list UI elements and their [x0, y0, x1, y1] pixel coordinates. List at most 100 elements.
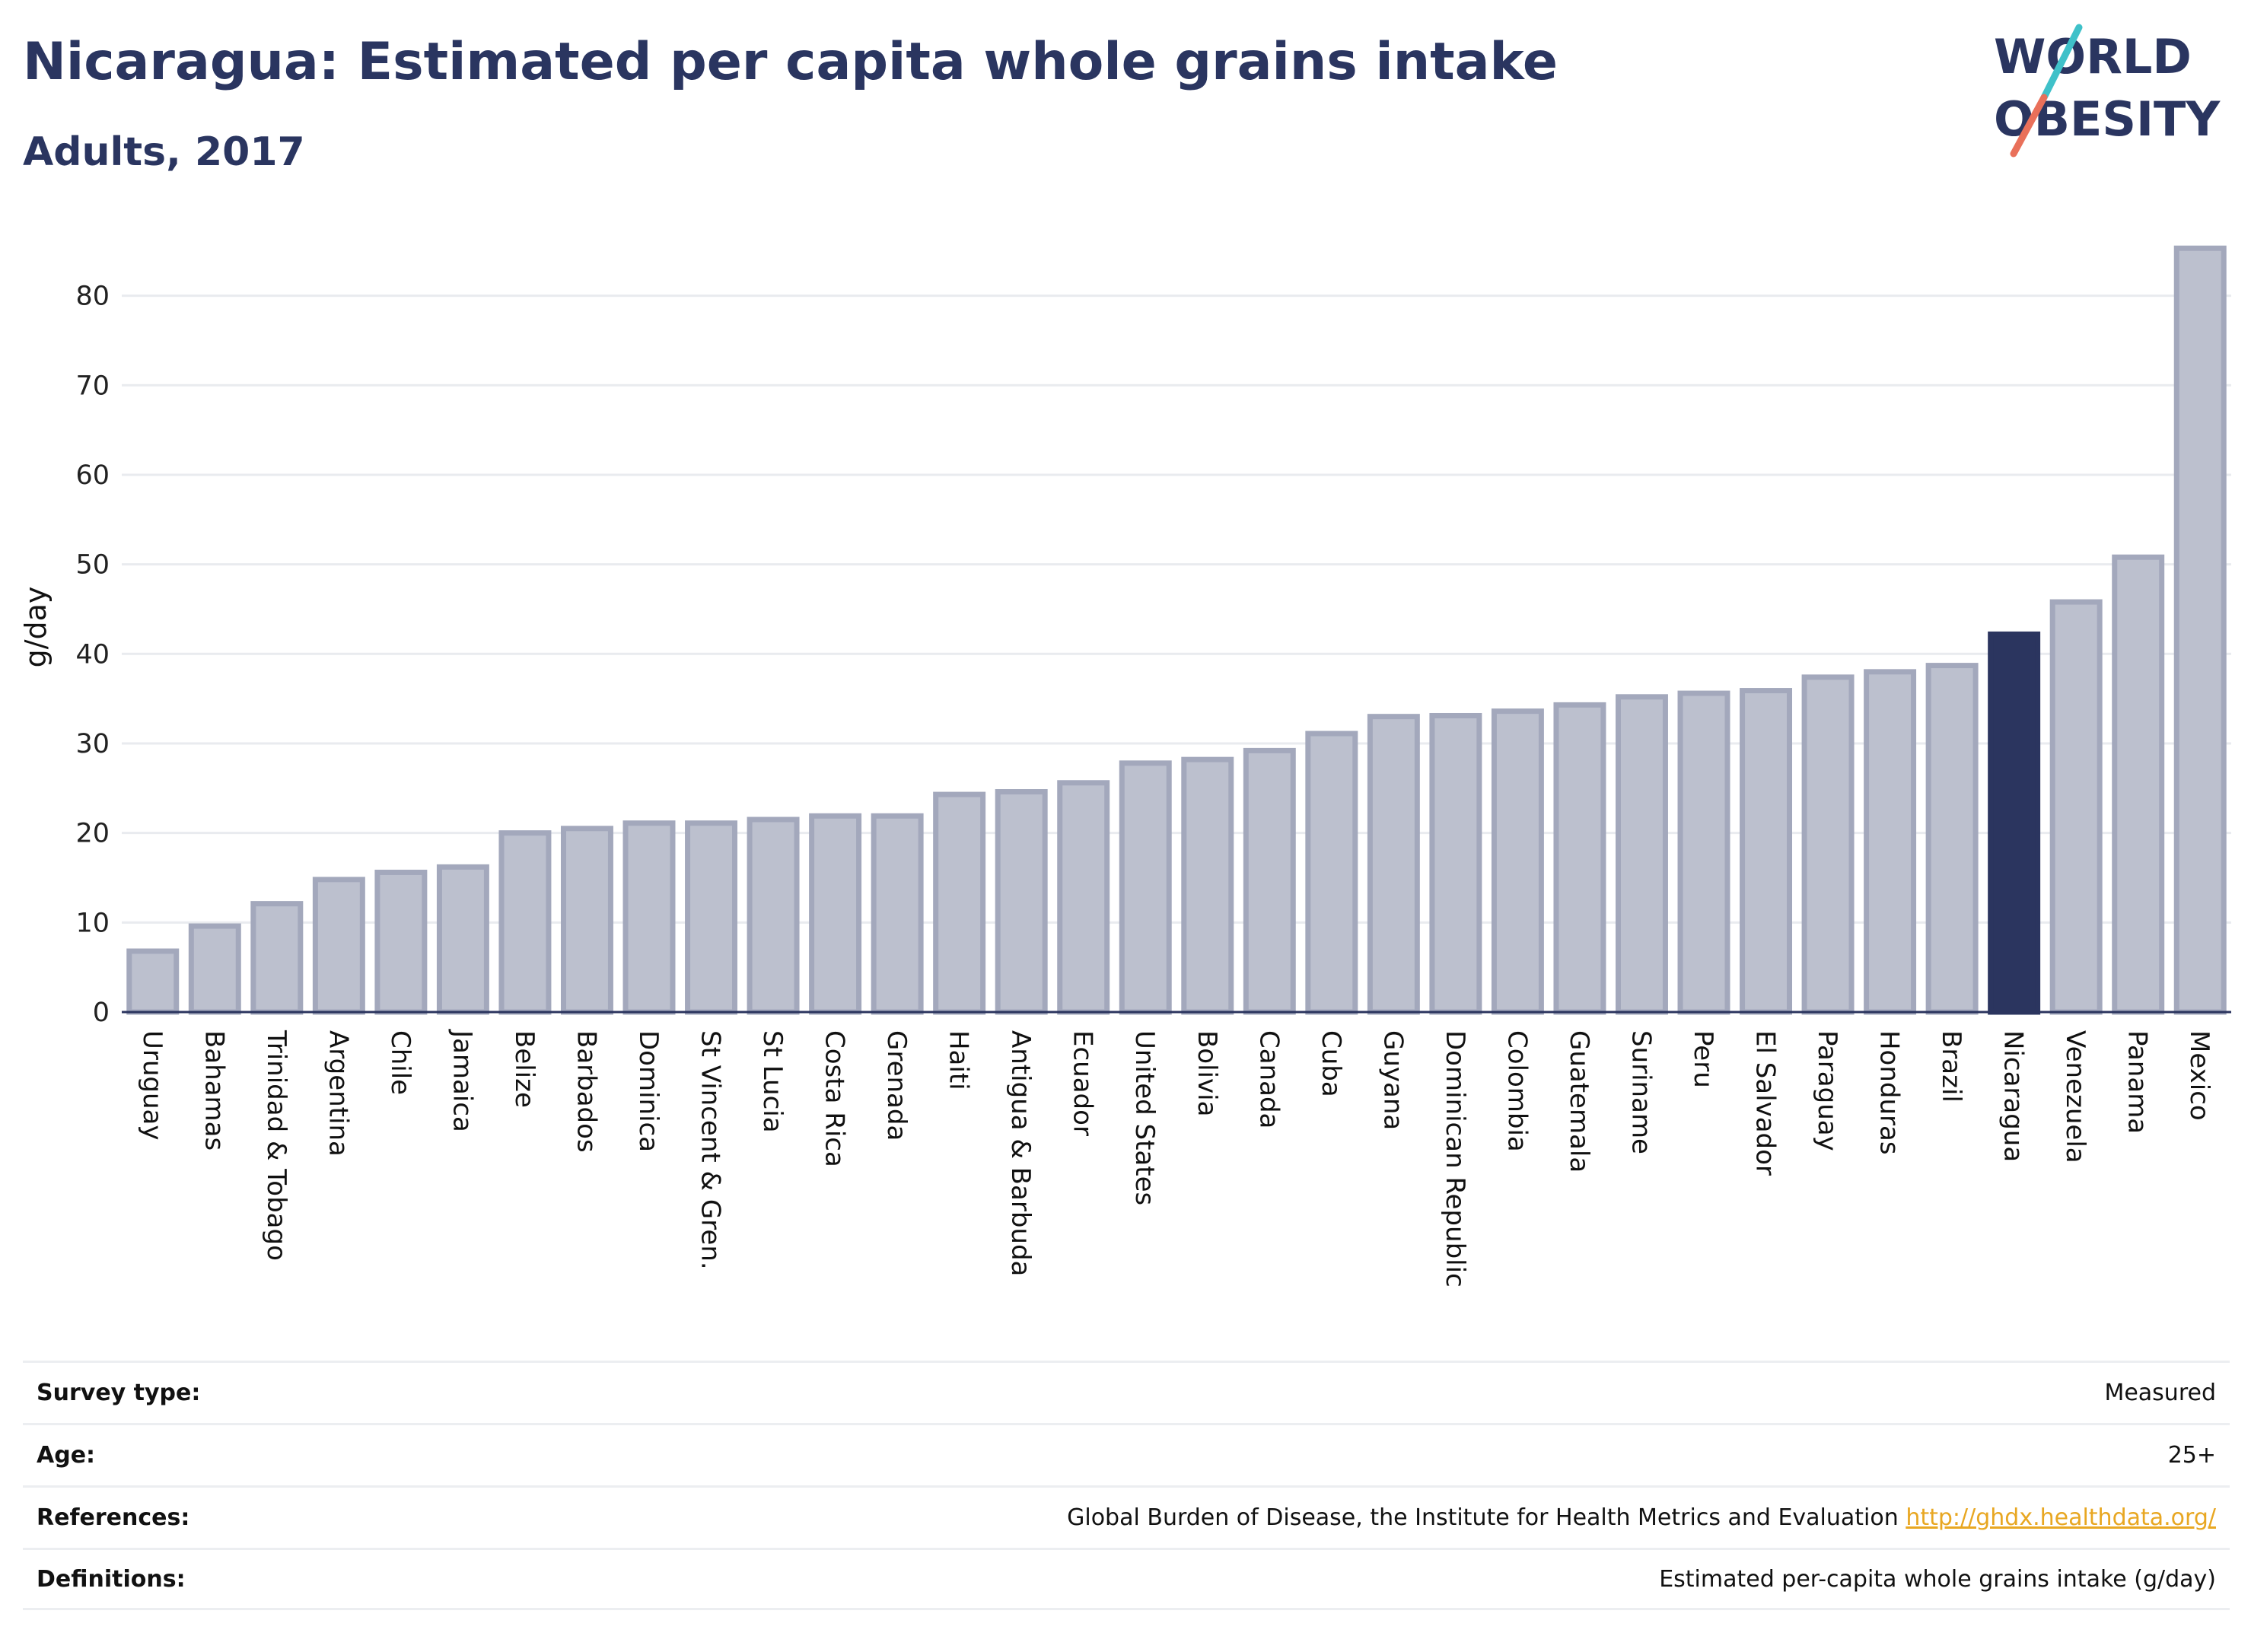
x-tick-label: Belize — [509, 1030, 540, 1108]
bar-ecuador — [1057, 780, 1110, 1015]
x-axis-labels: Uruguay Bahamas Trinidad & Tobago Argentina… — [137, 1029, 2214, 1288]
info-value: Measured — [2104, 1380, 2216, 1406]
x-tick-label: Argentina — [323, 1030, 353, 1157]
x-tick-label: Guatemala — [1564, 1030, 1594, 1173]
y-tick-label: 50 — [75, 550, 110, 581]
info-value: 25+ — [2167, 1442, 2216, 1469]
bar-brazil — [1925, 663, 1979, 1015]
info-key: References: — [37, 1504, 190, 1531]
info-row-definitions: Definitions: Estimated per-capita whole … — [23, 1548, 2230, 1610]
bar-suriname — [1615, 694, 1668, 1015]
bar-grenada — [871, 813, 924, 1015]
info-key: Survey type: — [37, 1380, 201, 1406]
x-tick-label: Honduras — [1874, 1030, 1905, 1155]
x-tick-label: Ecuador — [1068, 1030, 1098, 1136]
bar-haiti — [933, 791, 986, 1015]
y-tick-label: 70 — [75, 371, 110, 401]
bar-colombia — [1491, 708, 1544, 1015]
bar-cuba — [1305, 731, 1358, 1015]
x-tick-label: Venezuela — [2060, 1030, 2090, 1163]
bar-chile — [374, 869, 428, 1015]
bar-guatemala — [1553, 702, 1606, 1015]
x-tick-label: Mexico — [2184, 1030, 2214, 1121]
y-tick-label: 30 — [75, 729, 110, 759]
bar-canada — [1243, 747, 1296, 1015]
bar-united-states — [1119, 760, 1172, 1015]
bar-jamaica — [436, 864, 489, 1015]
x-tick-label: Dominica — [633, 1030, 664, 1152]
info-table: Survey type: Measured Age: 25+ Reference… — [23, 1361, 2230, 1610]
bar-guyana — [1367, 714, 1420, 1015]
x-tick-label: Suriname — [1625, 1030, 1656, 1154]
x-tick-label: Costa Rica — [820, 1030, 850, 1167]
bar-venezuela — [2049, 599, 2103, 1015]
bar-mexico — [2173, 245, 2227, 1015]
info-key: Age: — [37, 1442, 96, 1469]
logo-line1: WORLD — [1994, 29, 2192, 84]
bar-dominican-republic — [1429, 712, 1482, 1015]
x-tick-label: Panama — [2122, 1030, 2153, 1134]
bar-bolivia — [1181, 756, 1234, 1015]
bar-honduras — [1864, 669, 1917, 1015]
x-tick-label: Cuba — [1316, 1030, 1346, 1097]
x-tick-label: Colombia — [1501, 1030, 1532, 1152]
y-tick-label: 80 — [75, 282, 110, 312]
x-tick-label: Nicaragua — [1998, 1030, 2029, 1162]
x-tick-label: Chile — [385, 1030, 415, 1095]
bars — [126, 245, 2227, 1015]
x-tick-label: Dominican Republic — [1440, 1030, 1470, 1288]
x-tick-label: Grenada — [881, 1030, 912, 1141]
reference-link[interactable]: http://ghdx.healthdata.org/ — [1906, 1504, 2216, 1531]
bar-dominica — [622, 820, 676, 1015]
reference-text: Global Burden of Disease, the Institute … — [1067, 1504, 1899, 1531]
x-tick-label: St Lucia — [757, 1030, 788, 1133]
bar-bahamas — [188, 923, 241, 1015]
x-tick-label: Bolivia — [1192, 1030, 1222, 1116]
x-tick-label: Paraguay — [1812, 1030, 1842, 1151]
logo-slash-coral — [2010, 94, 2048, 158]
x-tick-label: St Vincent & Gren. — [696, 1030, 726, 1270]
x-tick-label: Haiti — [944, 1030, 974, 1090]
y-tick-label: 10 — [75, 908, 110, 938]
y-tick-label: 0 — [93, 998, 110, 1028]
x-tick-label: Antigua & Barbuda — [1005, 1030, 1036, 1276]
info-value: Estimated per-capita whole grains intake… — [1659, 1565, 2216, 1593]
x-tick-label: Peru — [1688, 1030, 1718, 1088]
bar-uruguay — [126, 948, 180, 1015]
bar-el-salvador — [1740, 688, 1793, 1015]
info-row-survey-type: Survey type: Measured — [23, 1361, 2230, 1423]
bar-costa-rica — [809, 813, 862, 1015]
bar-st-vincent-gren- — [685, 820, 738, 1015]
logo-slash-teal — [2040, 24, 2083, 101]
x-tick-label: Jamaica — [447, 1029, 477, 1132]
bar-chart: 0 10 20 30 40 50 60 70 80 Uruguay Bahamas Trinidad… — [19, 245, 2231, 1288]
x-tick-label: Brazil — [1936, 1030, 1966, 1103]
bar-peru — [1677, 690, 1730, 1015]
y-tick-label: 60 — [75, 460, 110, 491]
y-axis-ticks: 0 10 20 30 40 50 60 70 80 — [75, 282, 110, 1028]
bar-barbados — [560, 826, 613, 1015]
x-tick-label: Barbados — [571, 1030, 601, 1153]
bar-trinidad-tobago — [250, 901, 304, 1015]
bar-paraguay — [1801, 674, 1855, 1015]
x-tick-label: Uruguay — [137, 1030, 167, 1141]
x-tick-label: Bahamas — [199, 1030, 229, 1151]
x-tick-label: Trinidad & Tobago — [261, 1030, 291, 1261]
info-value: Global Burden of Disease, the Institute … — [1067, 1504, 2216, 1531]
chart-title: Nicaragua: Estimated per capita whole gr… — [23, 32, 1559, 92]
y-tick-label: 20 — [75, 819, 110, 849]
bar-argentina — [312, 877, 365, 1015]
y-axis-label: g/day — [19, 587, 53, 668]
world-obesity-logo: WORLD OBESITY — [1994, 24, 2221, 158]
info-row-references: References: Global Burden of Disease, th… — [23, 1485, 2230, 1548]
x-tick-label: El Salvador — [1750, 1030, 1781, 1176]
bar-panama — [2112, 554, 2165, 1015]
chart-subtitle: Adults, 2017 — [23, 129, 305, 175]
bar-antigua-barbuda — [995, 789, 1048, 1015]
x-tick-label: Guyana — [1377, 1030, 1408, 1130]
info-key: Definitions: — [37, 1565, 186, 1593]
y-tick-label: 40 — [75, 639, 110, 670]
bar-belize — [498, 830, 552, 1015]
x-tick-label: United States — [1129, 1030, 1160, 1205]
x-tick-label: Canada — [1253, 1030, 1284, 1128]
